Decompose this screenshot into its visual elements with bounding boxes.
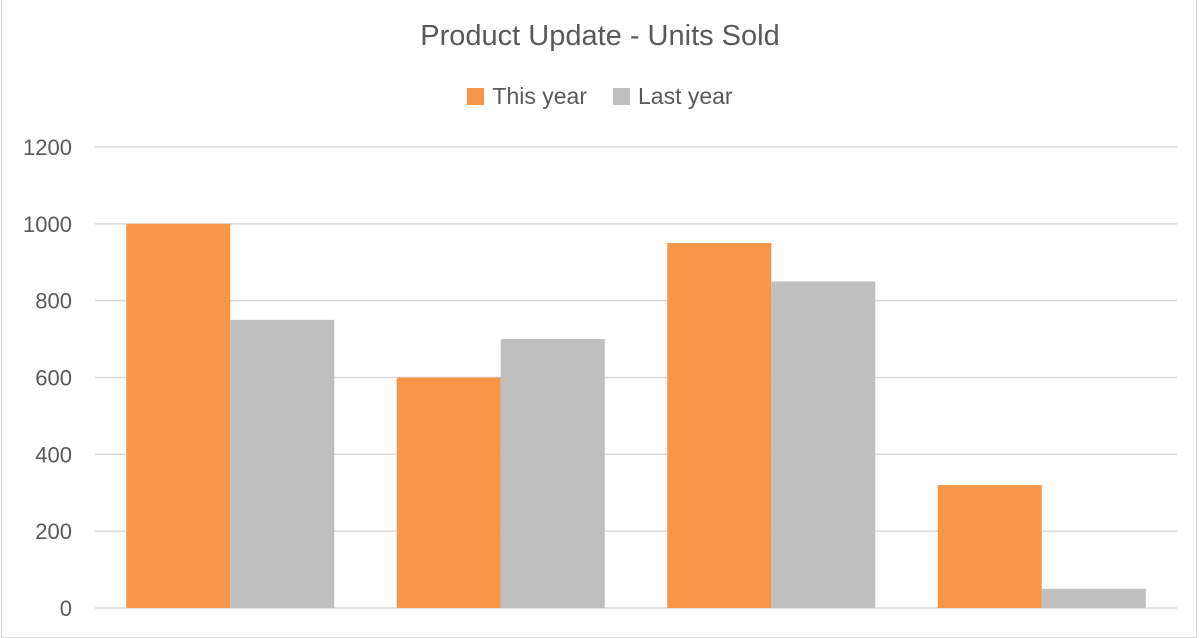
bar-this-year bbox=[126, 223, 231, 609]
legend: This year Last year bbox=[0, 83, 1200, 110]
bar-this-year bbox=[396, 377, 501, 608]
y-tick-label: 600 bbox=[35, 366, 72, 391]
bar-this-year bbox=[667, 243, 772, 608]
y-tick-label: 1200 bbox=[23, 135, 72, 160]
y-tick-label: 800 bbox=[35, 289, 72, 314]
bar-last-year bbox=[771, 281, 876, 608]
legend-swatch bbox=[467, 88, 485, 105]
legend-label: Last year bbox=[637, 83, 733, 109]
y-tick-label: 1000 bbox=[23, 212, 72, 237]
legend-item-last-year: Last year bbox=[612, 83, 733, 110]
bar-last-year bbox=[230, 319, 335, 608]
y-tick-label: 200 bbox=[35, 519, 72, 544]
bar-this-year bbox=[937, 485, 1042, 608]
legend-label: This year bbox=[492, 83, 587, 109]
chart-title: Product Update - Units Sold bbox=[420, 20, 780, 52]
bar-last-year bbox=[1041, 588, 1146, 608]
legend-item-this-year: This year bbox=[467, 83, 587, 110]
legend-swatch bbox=[612, 88, 630, 105]
y-tick-label: 400 bbox=[35, 442, 72, 467]
bar-last-year bbox=[500, 339, 605, 608]
y-tick-label: 0 bbox=[60, 596, 72, 621]
